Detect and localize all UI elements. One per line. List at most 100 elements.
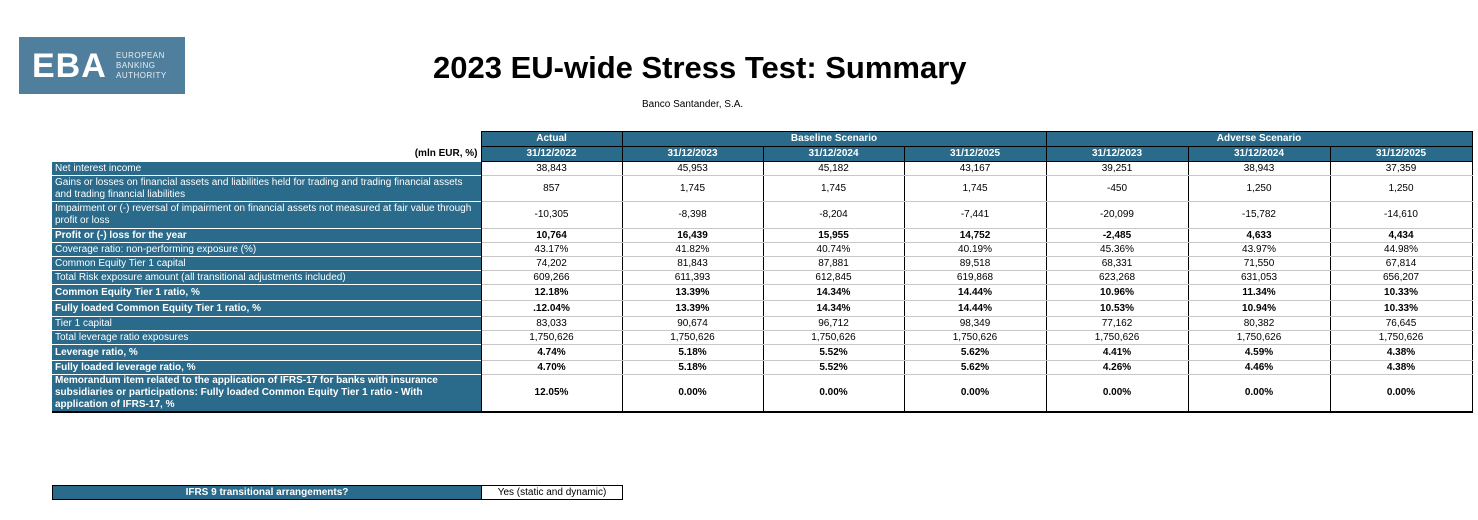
value-cell: 12.18%	[480, 284, 623, 301]
value-cell: 90,674	[621, 316, 764, 331]
value-cell: 45,953	[621, 161, 764, 176]
row-label: Fully loaded Common Equity Tier 1 ratio,…	[52, 300, 482, 317]
ifrs9-answer: Yes (static and dynamic)	[481, 485, 623, 500]
table-row: Gains or losses on financial assets and …	[52, 175, 1473, 202]
table-row: Total Risk exposure amount (all transiti…	[52, 270, 1473, 285]
value-cell: 76,645	[1329, 316, 1473, 331]
value-cell: 1,750,626	[621, 330, 764, 345]
value-cell: -20,099	[1045, 201, 1189, 229]
logo-line-1: EUROPEAN	[116, 50, 165, 60]
value-cell: 14.34%	[762, 284, 905, 301]
value-cell: 83,033	[480, 316, 623, 331]
value-cell: 1,745	[621, 175, 764, 202]
table-row: Tier 1 capital 83,033 90,674 96,712 98,349 77…	[52, 316, 1473, 331]
value-cell: 41.82%	[621, 242, 764, 257]
value-cell: 45,182	[762, 161, 905, 176]
table-body: Net interest income 38,843 45,953 45,182 43,…	[52, 161, 1473, 413]
value-cell: 38,843	[480, 161, 623, 176]
table-row: Profit or (-) loss for the year 10,764 16,…	[52, 228, 1473, 243]
group-header-baseline: Baseline Scenario	[621, 131, 1047, 147]
table-row: Memorandum item related to the applicati…	[52, 374, 1473, 413]
value-cell: 10.33%	[1329, 300, 1473, 317]
value-cell: 67,814	[1329, 256, 1473, 271]
ifrs9-question: IFRS 9 transitional arrangements?	[52, 485, 482, 500]
value-cell: 656,207	[1329, 270, 1473, 285]
value-cell: 4.46%	[1187, 360, 1331, 375]
value-cell: 45.36%	[1045, 242, 1189, 257]
ifrs9-table: IFRS 9 transitional arrangements? Yes (s…	[52, 485, 623, 500]
row-label: Common Equity Tier 1 capital	[52, 256, 482, 271]
value-cell: 10,764	[480, 228, 623, 243]
row-label: Coverage ratio: non-performing exposure …	[52, 242, 482, 257]
value-cell: 98,349	[903, 316, 1047, 331]
value-cell: 0.00%	[903, 374, 1047, 413]
value-cell: 37,359	[1329, 161, 1473, 176]
value-cell: 40.19%	[903, 242, 1047, 257]
logo-line-2: BANKING	[116, 60, 156, 70]
table-row: Net interest income 38,843 45,953 45,182 43,…	[52, 161, 1473, 176]
value-cell: 96,712	[762, 316, 905, 331]
value-cell: 38,943	[1187, 161, 1331, 176]
value-cell: 5.18%	[621, 344, 764, 361]
value-cell: 5.18%	[621, 360, 764, 375]
value-cell: 11.34%	[1187, 284, 1331, 301]
value-cell: 40.74%	[762, 242, 905, 257]
value-cell: 74,202	[480, 256, 623, 271]
value-cell: 39,251	[1045, 161, 1189, 176]
value-cell: -10,305	[480, 201, 623, 229]
value-cell: 1,745	[903, 175, 1047, 202]
value-cell: 77,162	[1045, 316, 1189, 331]
value-cell: 4.59%	[1187, 344, 1331, 361]
table-row: Leverage ratio, % 4.74% 5.18% 5.52% 5.62% 4.4…	[52, 344, 1473, 361]
row-label: Memorandum item related to the applicati…	[52, 374, 482, 413]
row-label: Impairment or (-) reversal of impairment…	[52, 201, 482, 229]
value-cell: -8,204	[762, 201, 905, 229]
summary-table: Actual Baseline Scenario Adverse Scenari…	[52, 131, 1473, 413]
row-label: Profit or (-) loss for the year	[52, 228, 482, 243]
value-cell: 81,843	[621, 256, 764, 271]
page-title: 2023 EU-wide Stress Test: Summary	[433, 50, 967, 85]
value-cell: 1,750,626	[762, 330, 905, 345]
date-header: 31/12/2024	[1187, 146, 1331, 162]
value-cell: 1,250	[1329, 175, 1473, 202]
value-cell: 611,393	[621, 270, 764, 285]
value-cell: 13.39%	[621, 284, 764, 301]
row-label: Tier 1 capital	[52, 316, 482, 331]
value-cell: 71,550	[1187, 256, 1331, 271]
value-cell: 4,434	[1329, 228, 1473, 243]
value-cell: 14,752	[903, 228, 1047, 243]
date-header: 31/12/2023	[621, 146, 764, 162]
value-cell: 1,750,626	[903, 330, 1047, 345]
eba-logo: EBA EUROPEAN BANKING AUTHORITY	[19, 37, 185, 94]
value-cell: 43.17%	[480, 242, 623, 257]
row-label: Common Equity Tier 1 ratio, %	[52, 284, 482, 301]
value-cell: 612,845	[762, 270, 905, 285]
value-cell: 0.00%	[1045, 374, 1189, 413]
value-cell: 43,167	[903, 161, 1047, 176]
value-cell: 5.62%	[903, 344, 1047, 361]
value-cell: 12.05%	[480, 374, 623, 413]
value-cell: 5.62%	[903, 360, 1047, 375]
bank-name: Banco Santander, S.A.	[642, 99, 744, 110]
value-cell: 1,745	[762, 175, 905, 202]
value-cell: 1,750,626	[480, 330, 623, 345]
value-cell: 609,266	[480, 270, 623, 285]
value-cell: 68,331	[1045, 256, 1189, 271]
table-row: Fully loaded Common Equity Tier 1 ratio,…	[52, 300, 1473, 317]
value-cell: 43.97%	[1187, 242, 1331, 257]
value-cell: 0.00%	[1187, 374, 1331, 413]
value-cell: 89,518	[903, 256, 1047, 271]
value-cell: 4.26%	[1045, 360, 1189, 375]
value-cell: 14.44%	[903, 300, 1047, 317]
value-cell: 15,955	[762, 228, 905, 243]
date-header: 31/12/2024	[762, 146, 905, 162]
date-header: 31/12/2023	[1045, 146, 1189, 162]
table-row: Common Equity Tier 1 capital 74,202 81,843…	[52, 256, 1473, 271]
value-cell: -15,782	[1187, 201, 1331, 229]
table-row: Coverage ratio: non-performing exposure …	[52, 242, 1473, 257]
value-cell: 857	[480, 175, 623, 202]
value-cell: 10.94%	[1187, 300, 1331, 317]
value-cell: 4.74%	[480, 344, 623, 361]
logo-text: EUROPEAN BANKING AUTHORITY	[116, 51, 167, 81]
row-label: Net interest income	[52, 161, 482, 176]
